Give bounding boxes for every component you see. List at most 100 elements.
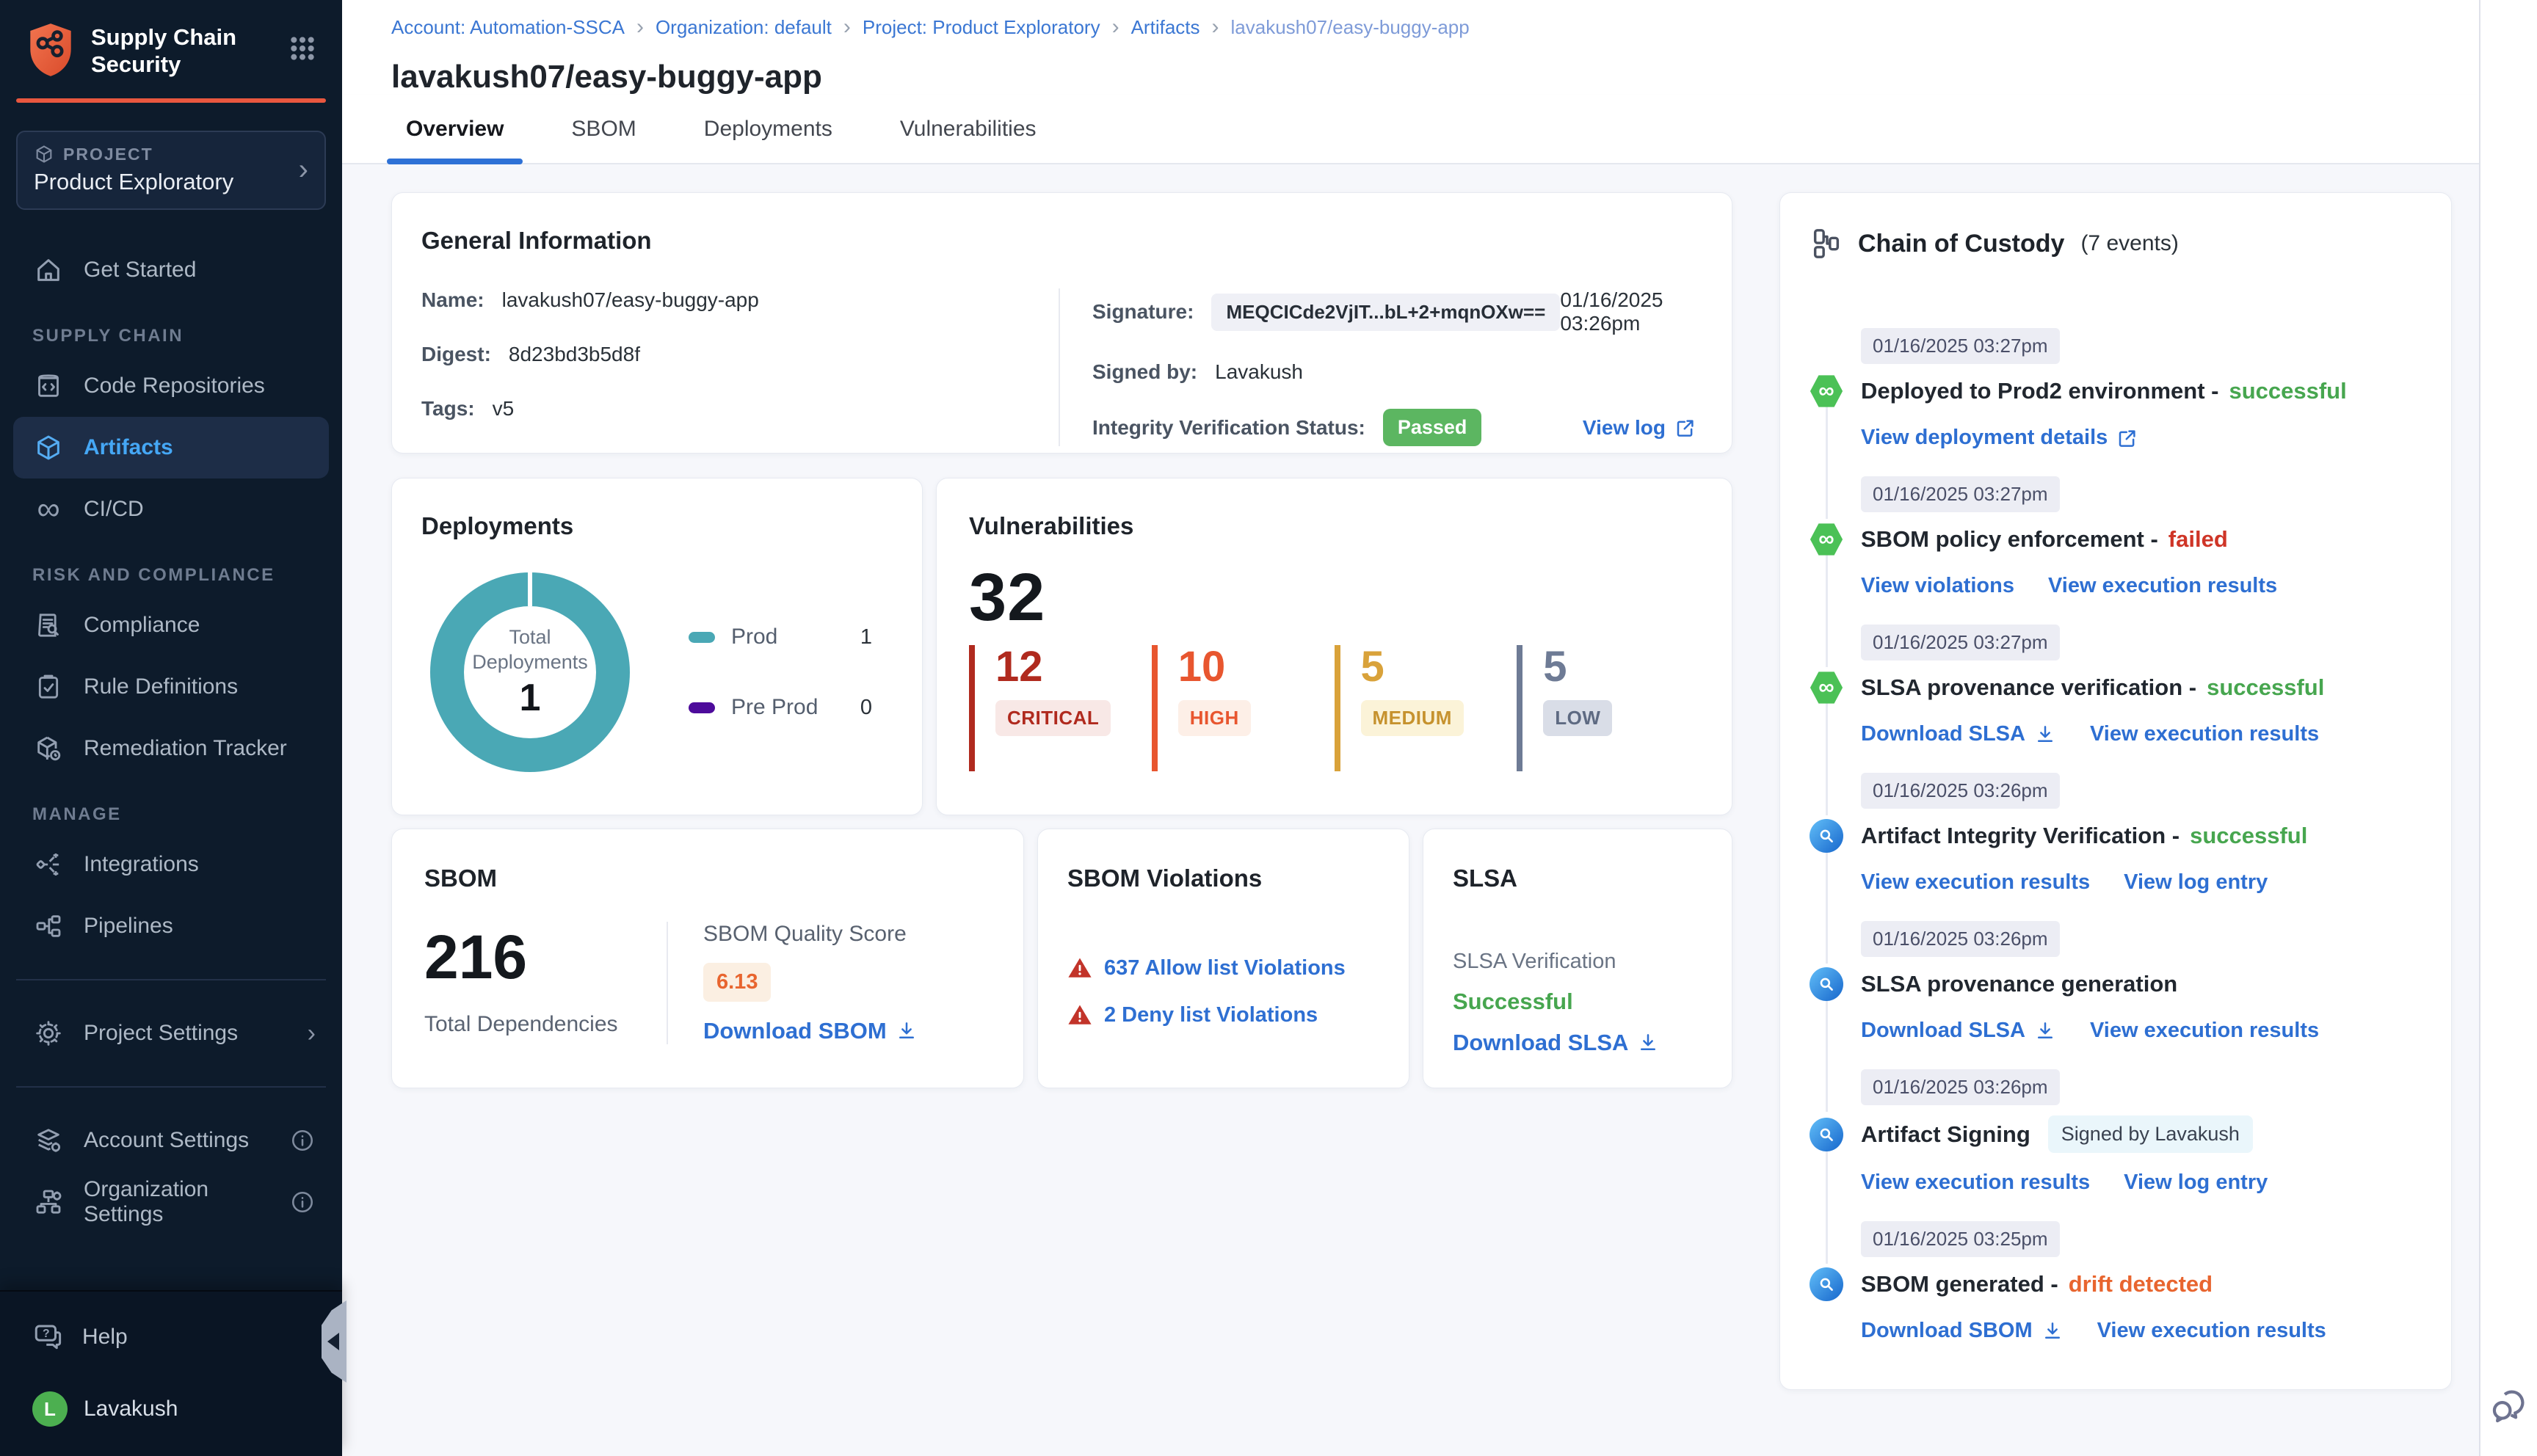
- breadcrumb-project[interactable]: Project: Product Exploratory: [862, 15, 1100, 38]
- breadcrumb-account[interactable]: Account: Automation-SSCA: [391, 15, 625, 38]
- view-execution-results-link[interactable]: View execution results: [2047, 574, 2278, 597]
- tab-sbom[interactable]: SBOM: [571, 117, 636, 141]
- sidebar-item-pipelines[interactable]: Pipelines: [0, 895, 342, 957]
- view-execution-results-link[interactable]: View execution results: [1861, 1171, 2091, 1194]
- sidebar-item-compliance[interactable]: Compliance: [0, 594, 342, 656]
- project-selector[interactable]: PROJECT Product Exploratory ›: [16, 131, 326, 210]
- vulnerabilities-total: 32: [969, 560, 1046, 635]
- signature-value[interactable]: MEQCICde2VjIT...bL+2+mqnOXw==: [1211, 293, 1561, 331]
- sidebar-item-artifacts[interactable]: Artifacts: [13, 417, 329, 478]
- download-icon: [2037, 725, 2053, 742]
- sidebar-item-project-settings[interactable]: Project Settings ›: [0, 1002, 342, 1064]
- app-switcher-icon[interactable]: [288, 34, 317, 63]
- info-icon[interactable]: [289, 1127, 316, 1154]
- view-violations-link[interactable]: View violations: [1861, 574, 2014, 597]
- info-icon[interactable]: [289, 1189, 316, 1215]
- sidebar-nav: Get Started SUPPLY CHAIN Code Repositori…: [0, 239, 342, 1290]
- card-title: Vulnerabilities: [969, 512, 1134, 539]
- donut-center-value: 1: [519, 677, 541, 719]
- main-area: Account: Automation-SSCA › Organization:…: [342, 0, 2479, 1456]
- view-execution-results-link[interactable]: View execution results: [1861, 870, 2091, 894]
- legend-item-prod: Prod 1: [689, 625, 872, 649]
- scan-circle-icon: [1810, 967, 1843, 1001]
- download-icon: [2037, 1022, 2053, 1038]
- signature-date: 01/16/2025 03:26pm: [1560, 288, 1663, 335]
- card-title: SBOM: [424, 864, 497, 892]
- breadcrumb: Account: Automation-SSCA › Organization:…: [391, 15, 2479, 40]
- download-slsa-link[interactable]: Download SLSA: [1861, 722, 2056, 746]
- tab-bar: Overview SBOM Deployments Vulnerabilitie…: [342, 95, 2479, 164]
- sbom-quality-score: 6.13: [703, 963, 772, 1002]
- sidebar-item-organization-settings[interactable]: Organization Settings: [0, 1171, 342, 1233]
- legend-item-preprod: Pre Prod 0: [689, 695, 872, 720]
- vulnerabilities-card: Vulnerabilities 32 12 CRITICAL 10 HIGH: [936, 478, 1732, 815]
- sbom-violations-card: SBOM Violations 637 Allow list Violation…: [1037, 829, 1409, 1088]
- view-execution-results-link[interactable]: View execution results: [2089, 1019, 2320, 1042]
- legend-swatch-prod: [689, 631, 715, 643]
- severity-badge: LOW: [1543, 699, 1613, 736]
- help-button[interactable]: ? Help: [32, 1321, 342, 1353]
- severity-badge: CRITICAL: [995, 699, 1111, 736]
- allow-list-violations-link[interactable]: 637 Allow list Violations: [1104, 956, 1346, 980]
- project-label: PROJECT: [63, 144, 153, 164]
- event-title: Deployed to Prod2 environment -: [1861, 378, 2219, 404]
- download-sbom-link[interactable]: Download SBOM: [703, 1018, 918, 1044]
- sidebar-item-code-repositories[interactable]: Code Repositories: [0, 355, 342, 417]
- nav-section-supply-chain: SUPPLY CHAIN: [32, 326, 184, 346]
- download-slsa-link[interactable]: Download SLSA: [1453, 1030, 1702, 1056]
- artifact-cube-icon: [32, 432, 65, 464]
- view-log-entry-link[interactable]: View log entry: [2124, 1171, 2268, 1194]
- coc-event: 01/16/2025 03:25pm SBOM generated - drif…: [1810, 1221, 2422, 1369]
- event-status: successful: [2229, 378, 2347, 404]
- deny-list-violations-link[interactable]: 2 Deny list Violations: [1104, 1002, 1318, 1027]
- digest-row: Digest: 8d23bd3b5d8f: [421, 343, 640, 365]
- brand-header: Supply Chain Security: [0, 0, 342, 95]
- scan-circle-icon: [1810, 819, 1843, 853]
- coc-event: 01/16/2025 03:26pm Artifact Signing Sign…: [1810, 1069, 2422, 1264]
- infinity-icon: ∞: [37, 491, 60, 527]
- sidebar-item-rule-definitions[interactable]: Rule Definitions: [0, 656, 342, 718]
- severity-critical: 12 CRITICAL: [969, 644, 1152, 771]
- sidebar-item-account-settings[interactable]: Account Settings: [0, 1110, 342, 1171]
- view-log-entry-link[interactable]: View log entry: [2124, 870, 2268, 894]
- pipelines-icon: [32, 910, 65, 942]
- sidebar-item-integrations[interactable]: Integrations: [0, 834, 342, 895]
- integrity-row: Integrity Verification Status: Passed Vi…: [1092, 409, 1696, 446]
- card-title: SLSA: [1453, 864, 1518, 892]
- download-slsa-link[interactable]: Download SLSA: [1861, 1019, 2056, 1043]
- coc-event: 01/16/2025 03:27pm ∞ SBOM policy enforce…: [1810, 476, 2422, 667]
- view-deployment-details-link[interactable]: View deployment details: [1861, 426, 2138, 450]
- sidebar-item-remediation-tracker[interactable]: Remediation Tracker: [0, 718, 342, 779]
- view-execution-results-link[interactable]: View execution results: [2097, 1319, 2326, 1342]
- event-timestamp: 01/16/2025 03:25pm: [1861, 1221, 2060, 1257]
- tab-deployments[interactable]: Deployments: [703, 117, 832, 141]
- artifact-tags: v5: [492, 397, 515, 420]
- tab-vulnerabilities[interactable]: Vulnerabilities: [899, 117, 1037, 141]
- breadcrumb-current: lavakush07/easy-buggy-app: [1230, 15, 1470, 38]
- download-icon: [1641, 1034, 1656, 1050]
- breadcrumb-organization[interactable]: Organization: default: [655, 15, 832, 38]
- view-log-link[interactable]: View log: [1583, 416, 1696, 440]
- sidebar-item-cicd[interactable]: ∞ CI/CD: [0, 478, 342, 540]
- user-profile[interactable]: L Lavakush: [32, 1391, 342, 1427]
- tab-overview[interactable]: Overview: [387, 95, 523, 164]
- feedback-chat-icon[interactable]: [2489, 1386, 2530, 1427]
- pipeline-hexagon-icon: ∞: [1810, 523, 1843, 556]
- event-status: successful: [2207, 674, 2325, 700]
- chain-of-custody-icon: [1813, 229, 1840, 258]
- coc-event: 01/16/2025 03:26pm Artifact Integrity Ve…: [1810, 773, 2422, 964]
- event-title: SBOM generated -: [1861, 1271, 2058, 1297]
- event-timestamp: 01/16/2025 03:27pm: [1861, 328, 2060, 364]
- signed-by-value: Lavakush: [1215, 360, 1303, 383]
- avatar: L: [32, 1391, 68, 1427]
- sidebar-item-get-started[interactable]: Get Started: [0, 239, 342, 301]
- breadcrumb-artifacts[interactable]: Artifacts: [1130, 15, 1200, 38]
- download-sbom-link[interactable]: Download SBOM: [1861, 1319, 2064, 1343]
- artifact-name: lavakush07/easy-buggy-app: [501, 288, 759, 311]
- page-title: lavakush07/easy-buggy-app: [391, 59, 822, 95]
- allow-list-violations-row: 637 Allow list Violations: [1067, 956, 1379, 980]
- name-row: Name: lavakush07/easy-buggy-app: [421, 288, 759, 311]
- view-execution-results-link[interactable]: View execution results: [2089, 722, 2320, 746]
- event-timestamp: 01/16/2025 03:26pm: [1861, 921, 2060, 957]
